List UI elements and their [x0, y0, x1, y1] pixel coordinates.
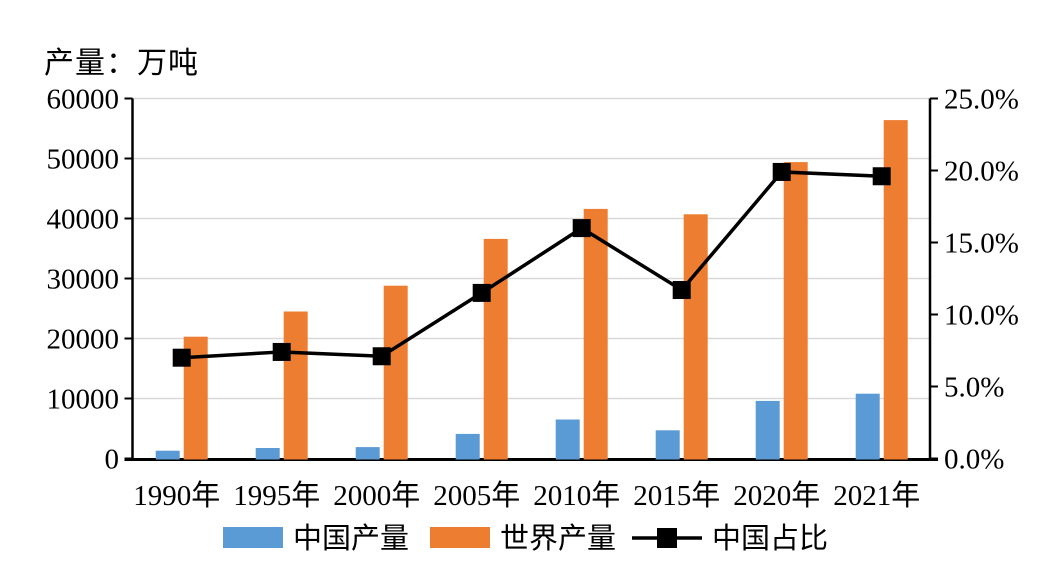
right-axis-tick-label: 20.0% [944, 156, 1019, 188]
right-axis-tick-label: 10.0% [944, 300, 1019, 332]
bar-中国产量-2005年 [455, 433, 480, 460]
left-axis-tick-label: 30000 [47, 264, 120, 296]
right-axis-tick-label: 15.0% [944, 228, 1019, 260]
left-axis-tick-label: 60000 [47, 84, 120, 116]
x-axis-label: 2015年 [633, 479, 720, 512]
legend-swatch-china-bar [223, 527, 283, 548]
share-marker-1995年 [272, 342, 291, 361]
bar-中国产量-2000年 [355, 447, 380, 460]
bar-世界产量-2015年 [683, 214, 708, 460]
bar-世界产量-1995年 [283, 311, 308, 460]
legend-label-china-bar: 中国产量 [293, 522, 409, 555]
share-marker-1990年 [172, 348, 191, 367]
left-axis-tick-label: 20000 [47, 324, 120, 356]
x-axis-label: 2010年 [533, 479, 620, 512]
share-marker-2021年 [872, 167, 891, 186]
bar-中国产量-1990年 [155, 450, 180, 460]
bar-中国产量-2020年 [755, 400, 780, 460]
bar-世界产量-2000年 [383, 285, 408, 460]
share-marker-2000年 [372, 347, 391, 366]
right-axis-tick-label: 0.0% [944, 444, 1004, 476]
left-axis-title: 产量：万吨 [44, 47, 199, 80]
left-axis-tick-label: 40000 [47, 204, 120, 236]
left-axis-tick-label: 50000 [47, 144, 120, 176]
share-marker-2015年 [672, 281, 691, 300]
legend-swatch-world-bar [430, 527, 490, 548]
bar-世界产量-2010年 [583, 208, 608, 460]
legend-label-share: 中国占比 [712, 522, 828, 555]
x-axis-label: 2000年 [333, 479, 420, 512]
legend-label-world-bar: 世界产量 [500, 522, 616, 555]
x-axis-label: 1990年 [133, 479, 220, 512]
bar-中国产量-2021年 [855, 393, 880, 460]
share-line [181, 170, 882, 360]
share-marker-2020年 [772, 162, 791, 181]
x-axis-label: 2020年 [733, 479, 820, 512]
right-axis-tick-label: 5.0% [944, 372, 1004, 404]
right-axis-tick-label: 25.0% [944, 84, 1019, 116]
legend-marker-share [657, 528, 677, 548]
share-marker-2005年 [472, 283, 491, 302]
x-axis-label: 2021年 [833, 479, 920, 512]
bar-中国产量-2015年 [655, 430, 680, 460]
bar-中国产量-2010年 [555, 419, 580, 460]
share-marker-2010年 [572, 219, 591, 238]
bar-世界产量-2005年 [483, 238, 508, 460]
left-axis-tick-label: 0 [105, 444, 120, 476]
bar-中国产量-1995年 [255, 448, 280, 460]
left-axis-tick-label: 10000 [47, 384, 120, 416]
x-axis-label: 2005年 [433, 479, 520, 512]
bar-世界产量-2020年 [783, 162, 808, 460]
x-axis-label: 1995年 [233, 479, 320, 512]
